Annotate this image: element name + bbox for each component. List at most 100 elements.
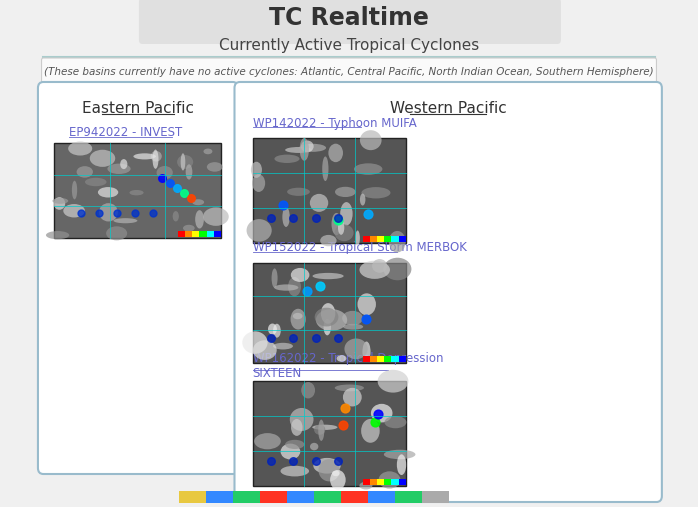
Ellipse shape (287, 188, 310, 196)
Text: TC Realtime: TC Realtime (269, 6, 429, 30)
Bar (214, 231, 221, 237)
Ellipse shape (106, 226, 127, 240)
Point (186, 194, 197, 202)
Ellipse shape (172, 211, 179, 222)
Point (302, 287, 313, 295)
Ellipse shape (335, 384, 364, 391)
Bar (384, 356, 392, 362)
Ellipse shape (336, 355, 346, 362)
Bar (253, 138, 406, 243)
Ellipse shape (334, 225, 354, 241)
Ellipse shape (397, 454, 406, 475)
Bar (362, 236, 370, 242)
Ellipse shape (288, 277, 301, 296)
Ellipse shape (268, 323, 277, 335)
Ellipse shape (335, 187, 356, 197)
Ellipse shape (385, 416, 406, 428)
Bar (185, 231, 192, 237)
Ellipse shape (253, 340, 276, 360)
Ellipse shape (362, 342, 371, 362)
Point (75, 209, 87, 217)
Ellipse shape (291, 268, 309, 282)
Bar (179, 491, 206, 503)
Ellipse shape (302, 382, 315, 399)
Ellipse shape (378, 370, 408, 392)
Bar (399, 236, 406, 242)
Ellipse shape (344, 339, 368, 359)
Ellipse shape (290, 309, 306, 330)
Bar (399, 479, 406, 485)
Ellipse shape (156, 166, 173, 179)
Ellipse shape (313, 273, 343, 279)
Ellipse shape (318, 420, 325, 441)
Ellipse shape (203, 207, 229, 226)
Ellipse shape (328, 143, 343, 162)
Ellipse shape (340, 202, 352, 226)
Ellipse shape (46, 231, 69, 239)
Ellipse shape (389, 231, 406, 252)
FancyBboxPatch shape (235, 82, 662, 502)
Bar (206, 491, 232, 503)
Ellipse shape (251, 162, 262, 178)
Bar (260, 491, 287, 503)
Ellipse shape (274, 155, 299, 163)
Ellipse shape (354, 163, 383, 175)
Ellipse shape (153, 150, 158, 169)
Ellipse shape (321, 303, 335, 324)
Ellipse shape (357, 294, 376, 315)
Ellipse shape (310, 443, 318, 450)
Bar (370, 236, 377, 242)
Bar (368, 491, 395, 503)
Ellipse shape (52, 198, 68, 204)
Ellipse shape (372, 259, 387, 273)
Text: Currently Active Tropical Cyclones: Currently Active Tropical Cyclones (219, 38, 479, 53)
Ellipse shape (338, 221, 344, 235)
Point (340, 404, 351, 412)
Point (288, 334, 299, 342)
Bar (377, 236, 384, 242)
Ellipse shape (291, 419, 302, 436)
Bar (377, 479, 384, 485)
Bar (200, 231, 207, 237)
Ellipse shape (192, 199, 204, 205)
Ellipse shape (299, 138, 309, 161)
Text: WP152022 - Tropical Storm MERBOK: WP152022 - Tropical Storm MERBOK (253, 241, 466, 255)
Point (164, 179, 175, 187)
Text: WP162022 - Tropical Depression
SIXTEEN: WP162022 - Tropical Depression SIXTEEN (253, 352, 443, 380)
Point (332, 216, 343, 225)
Bar (341, 491, 368, 503)
Ellipse shape (281, 466, 309, 477)
Ellipse shape (320, 235, 336, 246)
Point (288, 214, 299, 222)
Ellipse shape (314, 425, 325, 435)
Point (171, 184, 182, 192)
Ellipse shape (343, 324, 363, 330)
Bar (384, 479, 392, 485)
Ellipse shape (378, 472, 401, 489)
Ellipse shape (120, 159, 128, 169)
Bar (314, 491, 341, 503)
Ellipse shape (129, 190, 144, 195)
Bar (395, 491, 422, 503)
Ellipse shape (252, 174, 265, 192)
Bar (422, 491, 449, 503)
Point (157, 174, 168, 182)
Bar (377, 356, 384, 362)
Ellipse shape (285, 147, 312, 153)
Ellipse shape (177, 155, 193, 169)
Point (130, 209, 141, 217)
Point (332, 457, 343, 465)
Ellipse shape (332, 213, 341, 235)
Bar (232, 491, 260, 503)
Ellipse shape (183, 225, 195, 232)
Ellipse shape (133, 153, 156, 159)
Point (310, 334, 321, 342)
Ellipse shape (361, 419, 380, 443)
Ellipse shape (371, 404, 392, 422)
Bar (392, 479, 399, 485)
Ellipse shape (293, 313, 302, 319)
Ellipse shape (107, 164, 131, 174)
Ellipse shape (332, 470, 340, 476)
Point (179, 189, 190, 197)
Point (315, 282, 326, 291)
